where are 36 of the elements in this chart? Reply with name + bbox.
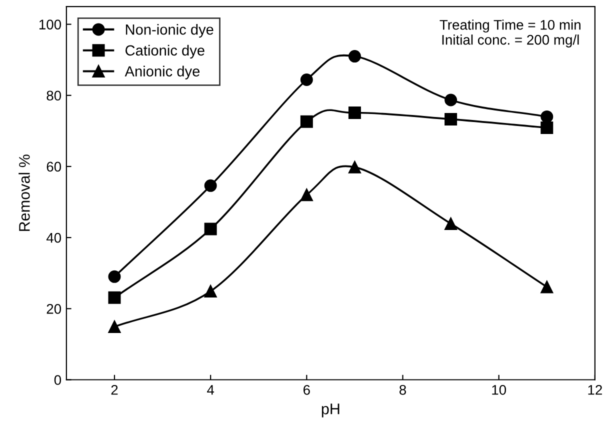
point <box>444 94 458 106</box>
y-tick-label: 40 <box>46 232 62 243</box>
x-tick-label: 2 <box>111 384 118 395</box>
y-tick-label: 60 <box>46 162 62 172</box>
y-tick-label: 0 <box>54 375 62 385</box>
point <box>108 291 121 304</box>
point <box>108 270 121 283</box>
x-axis-title: pH <box>322 404 340 418</box>
x-tick-label: 4 <box>207 385 214 395</box>
point <box>348 50 361 63</box>
point <box>348 160 361 174</box>
point <box>204 284 217 298</box>
x-tick-label: 10 <box>492 384 506 395</box>
point <box>300 115 313 128</box>
y-tick-label: 80 <box>46 90 62 101</box>
y-tick-label: 100 <box>39 20 62 30</box>
point <box>204 222 217 236</box>
y-tick-label: 20 <box>46 304 62 314</box>
legend-label: Cationic dye <box>126 44 204 58</box>
annotation: Treating Time = 10 min Initial conc. = 200 mg/l <box>440 20 580 48</box>
point <box>108 320 121 334</box>
legend-label: Anionic dye <box>124 66 200 80</box>
point <box>540 280 554 294</box>
point <box>540 121 554 134</box>
point <box>300 188 313 202</box>
y-axis-title: Removal % <box>18 154 30 231</box>
x-tick-label: 8 <box>400 384 406 395</box>
legend-label: Non-ionic dye <box>126 24 214 38</box>
point <box>300 73 313 86</box>
point <box>204 179 217 192</box>
point <box>348 106 361 120</box>
point <box>444 217 458 230</box>
x-tick-label: 6 <box>304 384 310 395</box>
point <box>540 110 554 123</box>
x-tick-label: 12 <box>588 384 602 395</box>
point <box>444 112 458 126</box>
